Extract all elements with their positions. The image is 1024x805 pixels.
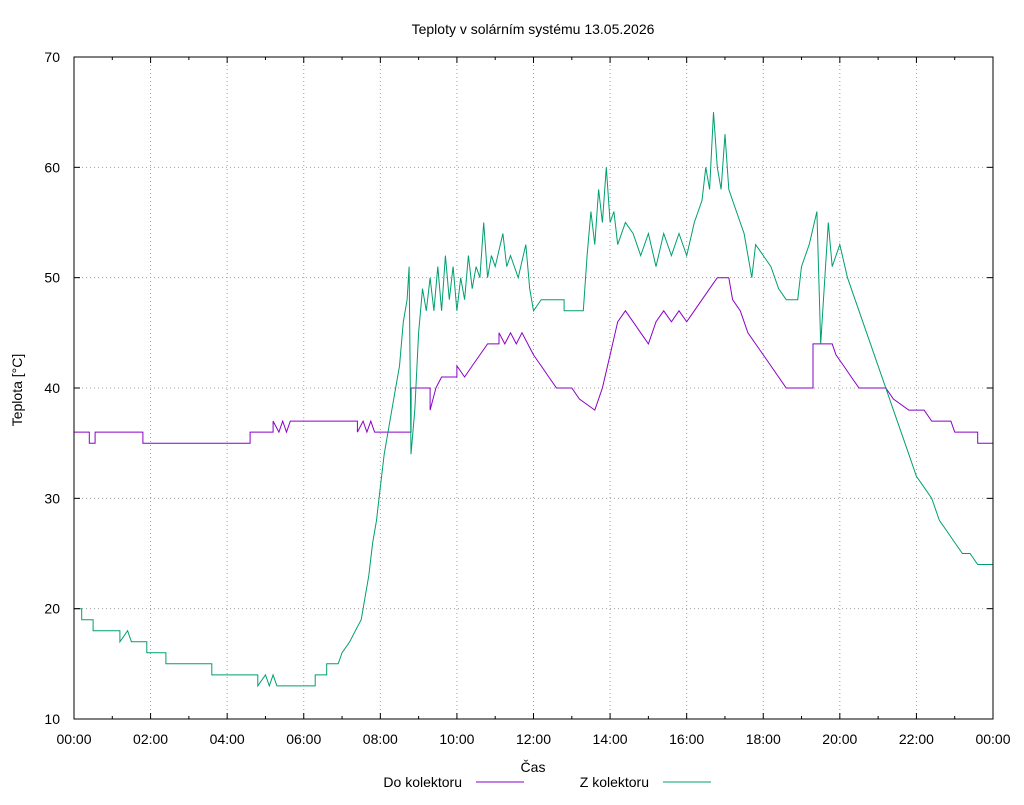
x-tick-label: 00:00 bbox=[975, 731, 1010, 747]
x-tick-label: 00:00 bbox=[56, 731, 91, 747]
x-tick-label: 18:00 bbox=[746, 731, 781, 747]
plot-frame bbox=[73, 56, 994, 720]
y-axis-label: Teplota [°C] bbox=[9, 354, 25, 427]
y-tick-label: 40 bbox=[44, 380, 60, 396]
x-tick-label: 16:00 bbox=[669, 731, 704, 747]
grid bbox=[74, 57, 993, 719]
legend-label: Z kolektoru bbox=[580, 774, 649, 790]
axis-ticks: 00:00 02:00 04:00 06:00 08:00 10:00 12:00 14:00… bbox=[44, 49, 1010, 747]
legend-label: Do kolektoru bbox=[383, 774, 462, 790]
x-tick-label: 06:00 bbox=[286, 731, 321, 747]
series-line-z-kolektoru bbox=[74, 112, 993, 688]
x-tick-label: 22:00 bbox=[899, 731, 934, 747]
x-tick-label: 02:00 bbox=[133, 731, 168, 747]
x-tick-label: 08:00 bbox=[363, 731, 398, 747]
y-tick-label: 50 bbox=[44, 270, 60, 286]
x-axis-label: Čas bbox=[521, 759, 546, 775]
x-tick-label: 10:00 bbox=[439, 731, 474, 747]
y-tick-label: 20 bbox=[44, 601, 60, 617]
series-line-do-kolektoru bbox=[74, 277, 993, 444]
y-tick-label: 70 bbox=[44, 49, 60, 65]
x-tick-label: 20:00 bbox=[822, 731, 857, 747]
y-tick-label: 60 bbox=[44, 159, 60, 175]
x-tick-label: 04:00 bbox=[210, 731, 245, 747]
y-tick-label: 30 bbox=[44, 490, 60, 506]
series-layer bbox=[74, 112, 993, 688]
y-tick-label: 10 bbox=[44, 711, 60, 727]
legend: Do kolektoru Z kolektoru bbox=[383, 774, 711, 790]
chart-title: Teploty v solárním systému 13.05.2026 bbox=[412, 21, 655, 37]
x-tick-label: 14:00 bbox=[593, 731, 628, 747]
x-tick-label: 12:00 bbox=[516, 731, 551, 747]
